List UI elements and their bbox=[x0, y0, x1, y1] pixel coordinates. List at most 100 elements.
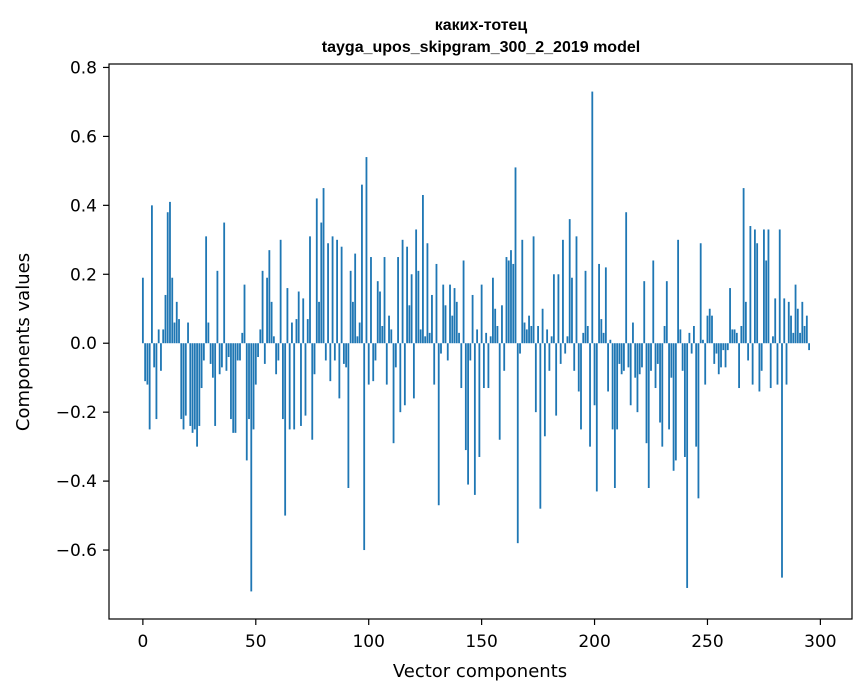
bar-35 bbox=[221, 343, 223, 368]
bar-20 bbox=[187, 322, 189, 344]
y-axis-ticks: −0.6 −0.4 −0.2 0.0 0.2 0.4 0.6 0.8 bbox=[56, 58, 109, 561]
bar-264 bbox=[738, 343, 740, 389]
bar-126 bbox=[426, 243, 429, 344]
bar-75 bbox=[311, 343, 314, 440]
bar-194 bbox=[580, 343, 582, 430]
bar-64 bbox=[286, 288, 289, 344]
bar-164 bbox=[512, 263, 515, 344]
bar-295 bbox=[808, 343, 810, 351]
bar-291 bbox=[799, 332, 801, 344]
bar-153 bbox=[487, 343, 490, 389]
bar-27 bbox=[202, 343, 205, 361]
bar-16 bbox=[178, 319, 180, 344]
bar-254 bbox=[715, 343, 718, 354]
bar-210 bbox=[616, 343, 619, 430]
bars-group bbox=[141, 91, 810, 592]
bar-38 bbox=[227, 343, 230, 358]
bar-150 bbox=[480, 284, 483, 344]
bar-3 bbox=[148, 343, 151, 430]
bar-183 bbox=[555, 343, 558, 416]
bar-137 bbox=[451, 315, 454, 344]
bar-13 bbox=[171, 277, 174, 344]
bar-249 bbox=[704, 343, 707, 385]
bar-155 bbox=[492, 277, 494, 344]
bar-49 bbox=[252, 343, 255, 430]
bar-192 bbox=[575, 236, 578, 344]
chart-title-line-1: каких-тотец bbox=[435, 17, 528, 34]
bar-166 bbox=[516, 343, 519, 544]
bar-47 bbox=[248, 343, 250, 420]
bar-176 bbox=[539, 343, 542, 509]
bar-292 bbox=[801, 301, 804, 344]
bar-77 bbox=[315, 198, 318, 344]
bar-274 bbox=[760, 343, 763, 371]
bar-203 bbox=[600, 319, 603, 344]
bar-286 bbox=[787, 301, 790, 344]
bar-86 bbox=[336, 239, 338, 344]
bar-218 bbox=[634, 343, 637, 378]
bar-125 bbox=[424, 336, 427, 344]
bar-178 bbox=[543, 343, 546, 437]
bar-56 bbox=[268, 250, 271, 344]
bar-200 bbox=[593, 343, 596, 406]
bar-243 bbox=[690, 343, 693, 354]
bar-79 bbox=[320, 222, 323, 344]
bar-128 bbox=[431, 294, 433, 344]
bar-168 bbox=[521, 239, 524, 344]
y-tick-label-6: 0.6 bbox=[70, 127, 97, 147]
bar-293 bbox=[803, 325, 806, 344]
bar-117 bbox=[406, 246, 409, 344]
plot-frame bbox=[108, 63, 853, 620]
bar-160 bbox=[503, 343, 506, 371]
bar-6 bbox=[155, 343, 158, 420]
bar-88 bbox=[340, 246, 343, 344]
bar-217 bbox=[632, 322, 634, 344]
bar-212 bbox=[620, 343, 623, 375]
bar-70 bbox=[300, 343, 302, 426]
bar-277 bbox=[767, 229, 770, 344]
bar-149 bbox=[478, 343, 481, 457]
bar-130 bbox=[435, 263, 438, 344]
bar-58 bbox=[272, 336, 275, 344]
bar-282 bbox=[778, 229, 781, 344]
bar-187 bbox=[564, 343, 567, 354]
bar-45 bbox=[243, 284, 246, 344]
bar-234 bbox=[670, 343, 673, 378]
x-tick-label-200: 200 bbox=[578, 632, 610, 652]
bar-261 bbox=[731, 329, 734, 344]
bar-48 bbox=[250, 343, 253, 592]
bar-239 bbox=[681, 343, 684, 371]
bar-205 bbox=[604, 267, 607, 344]
bar-283 bbox=[781, 343, 783, 578]
bar-238 bbox=[679, 329, 682, 344]
bar-269 bbox=[749, 226, 752, 344]
bar-278 bbox=[769, 343, 772, 389]
bar-62 bbox=[281, 343, 284, 420]
bar-44 bbox=[241, 332, 244, 344]
bar-285 bbox=[785, 343, 788, 385]
bar-259 bbox=[726, 343, 729, 351]
x-tick-label-0: 0 bbox=[137, 632, 148, 652]
bar-69 bbox=[297, 291, 300, 344]
bar-9 bbox=[162, 329, 165, 344]
bar-236 bbox=[674, 343, 677, 461]
bar-219 bbox=[636, 343, 639, 413]
bar-294 bbox=[805, 315, 808, 344]
bar-14 bbox=[173, 322, 176, 344]
bar-281 bbox=[776, 343, 779, 385]
bar-73 bbox=[306, 319, 309, 344]
bar-120 bbox=[412, 343, 415, 399]
bar-169 bbox=[523, 322, 526, 344]
bar-39 bbox=[230, 343, 232, 420]
bar-257 bbox=[722, 343, 725, 351]
bar-253 bbox=[713, 343, 716, 364]
bar-229 bbox=[659, 343, 661, 423]
bar-152 bbox=[485, 332, 488, 344]
bar-232 bbox=[665, 281, 668, 344]
bar-213 bbox=[623, 343, 625, 371]
bar-115 bbox=[401, 239, 404, 344]
bar-132 bbox=[440, 343, 442, 354]
bar-1 bbox=[144, 343, 147, 382]
bar-18 bbox=[182, 343, 185, 430]
bar-287 bbox=[790, 315, 792, 344]
